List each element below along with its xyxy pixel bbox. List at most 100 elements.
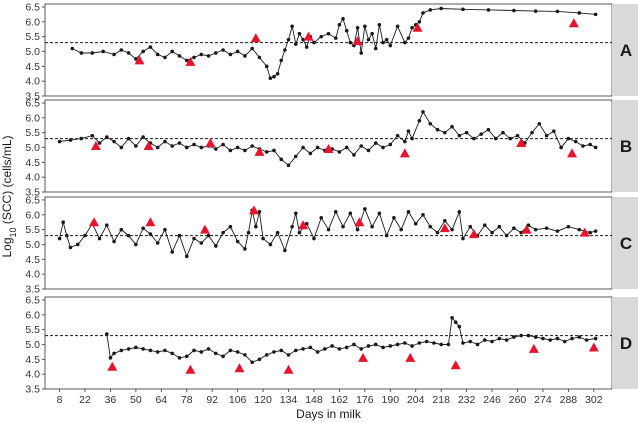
panel-A-data-point [126, 51, 131, 55]
panel-A-triangle-marker [412, 22, 423, 32]
panel-D-data-point [134, 345, 138, 350]
y-tick-label: 6.0 [25, 16, 40, 28]
panel-B-data-point [57, 139, 62, 144]
panel-B-data-point [457, 133, 462, 138]
panel-C-data-point [526, 223, 531, 227]
panel-D-data-point [243, 353, 247, 357]
panel-A-triangle-marker [185, 56, 196, 66]
panel-C-data-point [246, 230, 251, 235]
panel-D-data-point [388, 344, 393, 348]
panel-C-data-point [577, 227, 582, 232]
panel-C-triangle-marker [89, 217, 100, 227]
panel-A-data-point [341, 17, 345, 21]
panel-C-data-point [555, 229, 560, 233]
panel-B-data-point [410, 136, 414, 141]
panel-A-data-point [304, 45, 309, 49]
panel-D-data-point [104, 332, 109, 336]
panel-D-data-point [192, 348, 196, 353]
panel-B-data-point [373, 141, 378, 145]
x-tick-label: 260 [509, 394, 527, 406]
panel-C-data-point [428, 224, 433, 229]
panel-C-data-point [512, 226, 516, 230]
panel-A-data-point [283, 48, 287, 52]
panel-B-data-point [141, 135, 145, 139]
panel-A-data-point [381, 40, 385, 45]
panel-D-data-point [533, 335, 538, 339]
panel-D-series-line [106, 316, 596, 363]
panel-D-data-point [163, 348, 167, 353]
panel-B-data-point [90, 133, 95, 138]
panel-A-data-point [141, 49, 145, 54]
panel-D-data-point [141, 347, 145, 351]
panel-C-data-point [544, 226, 549, 230]
x-tick-label: 92 [206, 394, 218, 406]
panel-C-data-point [254, 224, 258, 229]
panel-B-data-point [501, 130, 505, 135]
panel-C-data-point [457, 210, 462, 214]
panel-B-data-point [301, 145, 305, 150]
x-axis-title: Days in milk [296, 407, 362, 421]
panel-A-data-point [184, 58, 189, 63]
panel-A-data-point [275, 71, 280, 76]
panel-B-data-point [112, 139, 116, 144]
panel-C-triangle-marker [521, 224, 532, 234]
panel-D-data-point [323, 347, 327, 351]
panel-B-data-point [417, 118, 422, 123]
panel-A-strip [612, 4, 638, 96]
panel-C-data-point [61, 220, 65, 225]
panel-A-data-point [134, 57, 138, 61]
panel-C-data-point [593, 229, 598, 233]
y-tick-label: 6.5 [25, 97, 40, 109]
panel-C-triangle-marker [439, 223, 450, 233]
panel-D-data-point [235, 350, 240, 354]
panel-A-data-point [348, 40, 353, 45]
panel-C-data-point [421, 213, 425, 217]
panel-B-data-point [450, 124, 454, 129]
panel-B-triangle-marker [143, 141, 154, 150]
panel-B-data-point [264, 150, 269, 154]
panel-C-data-point [443, 218, 447, 223]
panel-C-triangle-marker [354, 217, 365, 227]
panel-B-data-point [235, 145, 240, 150]
x-tick-label: 218 [432, 394, 450, 406]
panel-B-data-point [315, 145, 320, 150]
panel-D-data-point [424, 339, 429, 344]
y-tick-label: 4.0 [25, 172, 40, 184]
panel-B-data-point [352, 153, 356, 157]
panel-C-triangle-marker [199, 224, 210, 234]
panel-B-data-point [581, 144, 585, 148]
panel-D-data-point [352, 342, 356, 347]
panel-B-data-point [493, 136, 498, 141]
panel-C-data-point [348, 211, 353, 216]
panel-D-data-point [148, 348, 153, 353]
panel-C-data-point [206, 233, 211, 238]
panel-B-data-point [573, 139, 578, 144]
panel-A-data-point [373, 46, 378, 51]
panel-D-data-point [468, 339, 473, 344]
panel-D-data-point [344, 345, 349, 350]
panel-B-data-point [366, 148, 371, 153]
panel-C-triangle-marker [579, 227, 590, 237]
panel-D-data-point [286, 353, 291, 357]
panel-B-data-point [199, 145, 204, 150]
panel-A-data-point [312, 40, 316, 45]
panel-D-data-point [457, 324, 462, 329]
panel-D-data-point [359, 347, 364, 351]
panel-A-data-point [272, 74, 276, 79]
panel-B-triangle-marker [516, 138, 527, 148]
panel-C-data-point [312, 236, 316, 241]
panel-D-frame [44, 296, 613, 390]
panel-A-data-point [377, 22, 382, 27]
x-tick-label: 232 [458, 394, 476, 406]
panel-C-data-point [370, 224, 374, 229]
x-tick-label: 22 [79, 394, 91, 406]
panel-C-data-point [83, 233, 87, 238]
panel-D-data-point [555, 336, 560, 341]
panel-A-data-point [395, 24, 400, 29]
x-tick-label: 288 [560, 394, 578, 406]
panel-C-data-point [163, 227, 167, 232]
panel-B-strip-label: B [620, 137, 632, 156]
panel-B-data-point [381, 145, 385, 150]
panel-C-data-point [504, 233, 509, 238]
panel-A-data-point [268, 76, 273, 80]
